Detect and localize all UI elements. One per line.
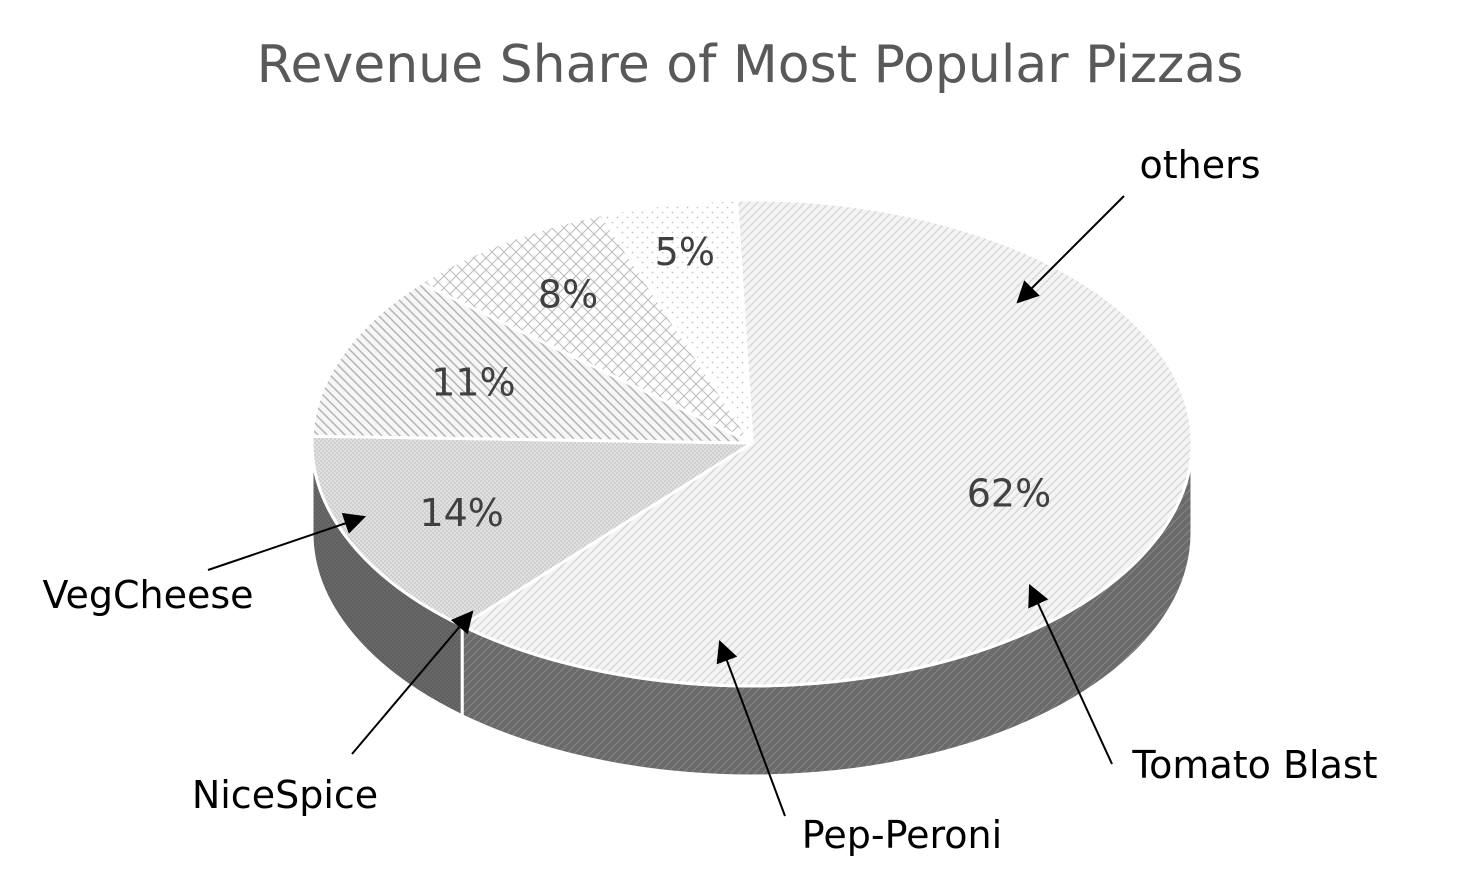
callout-arrow-vegcheese bbox=[207, 512, 367, 571]
callout-arrow-nicespice bbox=[351, 610, 474, 755]
category-label-nicespice: NiceSpice bbox=[192, 773, 378, 817]
chart-title: Revenue Share of Most Popular Pizzas bbox=[257, 35, 1244, 95]
callout-arrow-others bbox=[1016, 195, 1125, 304]
callout-arrows bbox=[207, 195, 1125, 817]
pie-labels: 62% 14% 11% 8% 5% others Tomato Blast Pep-Peron… bbox=[42, 143, 1377, 857]
category-label-tomato-blast: Tomato Blast bbox=[1131, 743, 1377, 787]
slice-pep-peroni[interactable] bbox=[310, 281, 754, 445]
category-label-others: others bbox=[1139, 143, 1260, 187]
slice-others[interactable] bbox=[460, 198, 1194, 688]
slice-nicespice[interactable] bbox=[419, 213, 754, 445]
value-label-others: 62% bbox=[967, 472, 1051, 516]
value-label-pep-peroni: 11% bbox=[431, 361, 515, 405]
callout-arrow-tomato-blast bbox=[1028, 584, 1113, 765]
value-label-vegcheese: 5% bbox=[655, 230, 715, 274]
category-label-vegcheese: VegCheese bbox=[42, 573, 253, 617]
callout-arrow-pep-peroni bbox=[716, 639, 786, 817]
slice-tomato-blast[interactable] bbox=[310, 434, 754, 628]
value-label-tomato-blast: 14% bbox=[419, 491, 503, 535]
pie-slices bbox=[310, 198, 1194, 688]
category-label-pep-peroni: Pep-Peroni bbox=[802, 813, 1002, 857]
slice-vegcheese[interactable] bbox=[600, 198, 754, 445]
value-label-nicespice: 8% bbox=[538, 273, 598, 317]
